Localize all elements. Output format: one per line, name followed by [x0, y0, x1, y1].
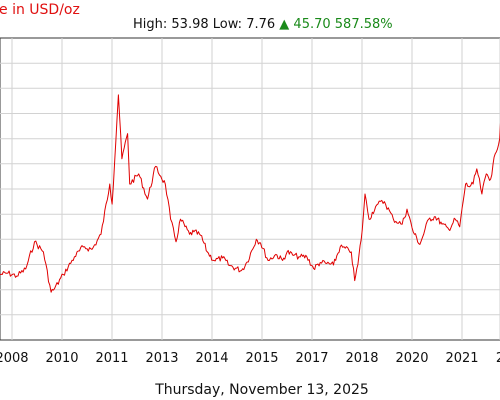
x-axis-ticks: 2008 2010 2011 2013 2014 2015 2017 2018 2020 2021…: [0, 351, 500, 366]
x-tick-label: 2021: [445, 351, 478, 366]
price-line: [0, 94, 500, 293]
grid-lines: [0, 38, 500, 340]
x-tick-label: 2018: [345, 351, 378, 366]
price-series: [0, 94, 500, 293]
low-value: 7.76: [246, 17, 275, 32]
x-tick-label: 2020: [395, 351, 428, 366]
change-percent: 587.58%: [335, 17, 393, 32]
stats-line: High: 53.98 Low: 7.76 ▲ 45.70 587.58%: [133, 17, 393, 32]
x-tick-label: 2: [496, 351, 500, 366]
up-arrow-icon: ▲: [279, 17, 289, 32]
change-value: 45.70: [293, 17, 330, 32]
x-tick-label: 2008: [0, 351, 29, 366]
x-tick-label: 2013: [145, 351, 178, 366]
high-value: 53.98: [171, 17, 208, 32]
footer-date: Thursday, November 13, 2025: [154, 382, 369, 398]
low-label: Low:: [213, 17, 242, 32]
x-tick-label: 2017: [295, 351, 328, 366]
x-tick-label: 2010: [45, 351, 78, 366]
chart-title: e in USD/oz: [0, 2, 80, 18]
x-tick-label: 2011: [95, 351, 128, 366]
x-tick-label: 2015: [245, 351, 278, 366]
high-label: High:: [133, 17, 167, 32]
x-tick-label: 2014: [195, 351, 228, 366]
